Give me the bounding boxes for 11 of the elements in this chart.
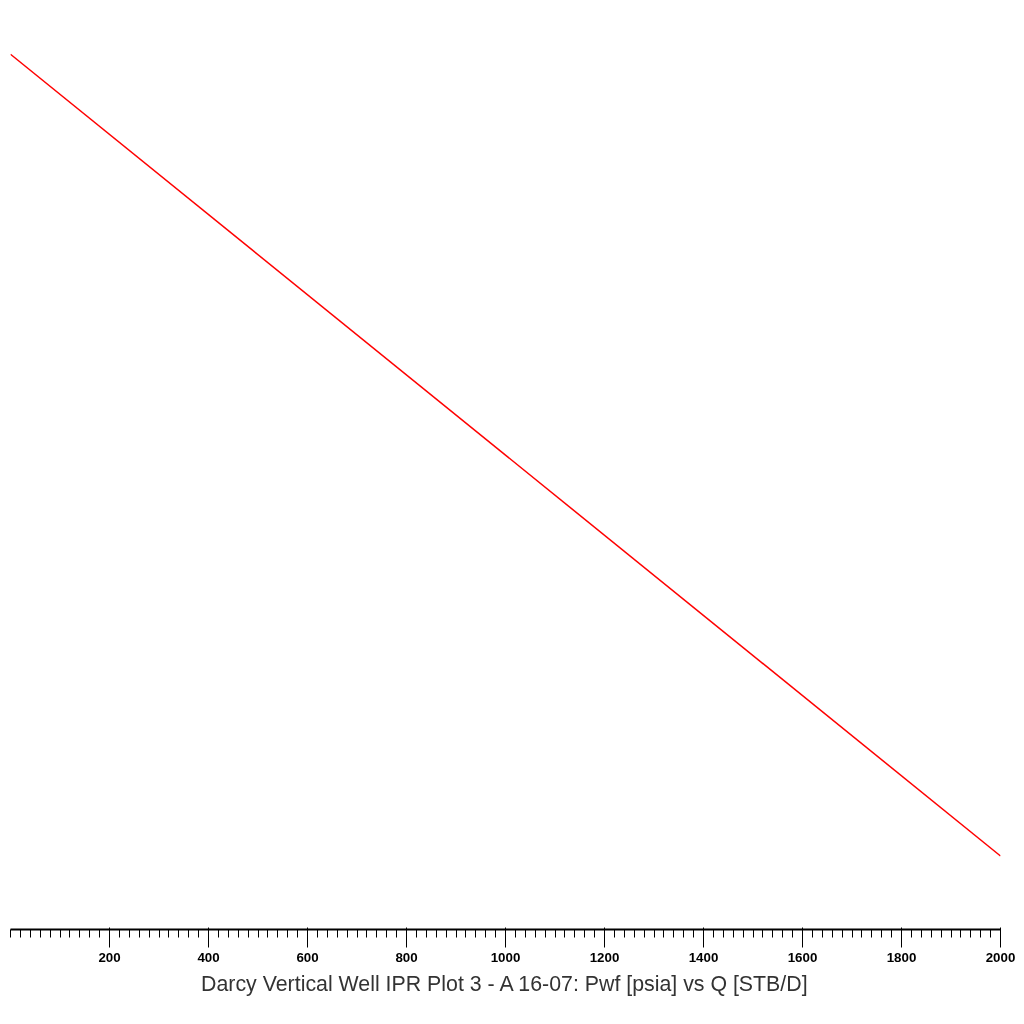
x-tick-label: 600: [296, 949, 319, 965]
x-tick-label: 1200: [589, 949, 620, 965]
x-tick-label: 1400: [688, 949, 719, 965]
x-tick-label: 800: [395, 949, 418, 965]
x-tick-label: 1800: [886, 949, 917, 965]
text: Darcy Vertical Well IPR Plot 3 - A 16-07: Pwf [psia] vs Q [STB/D]: [201, 971, 808, 996]
x-tick-label: 400: [197, 949, 220, 965]
x-tick-label: 200: [98, 949, 121, 965]
x-tick-label: 1000: [490, 949, 521, 965]
x-tick-label: 1600: [787, 949, 818, 965]
x-tick-label: 2000: [985, 949, 1016, 965]
